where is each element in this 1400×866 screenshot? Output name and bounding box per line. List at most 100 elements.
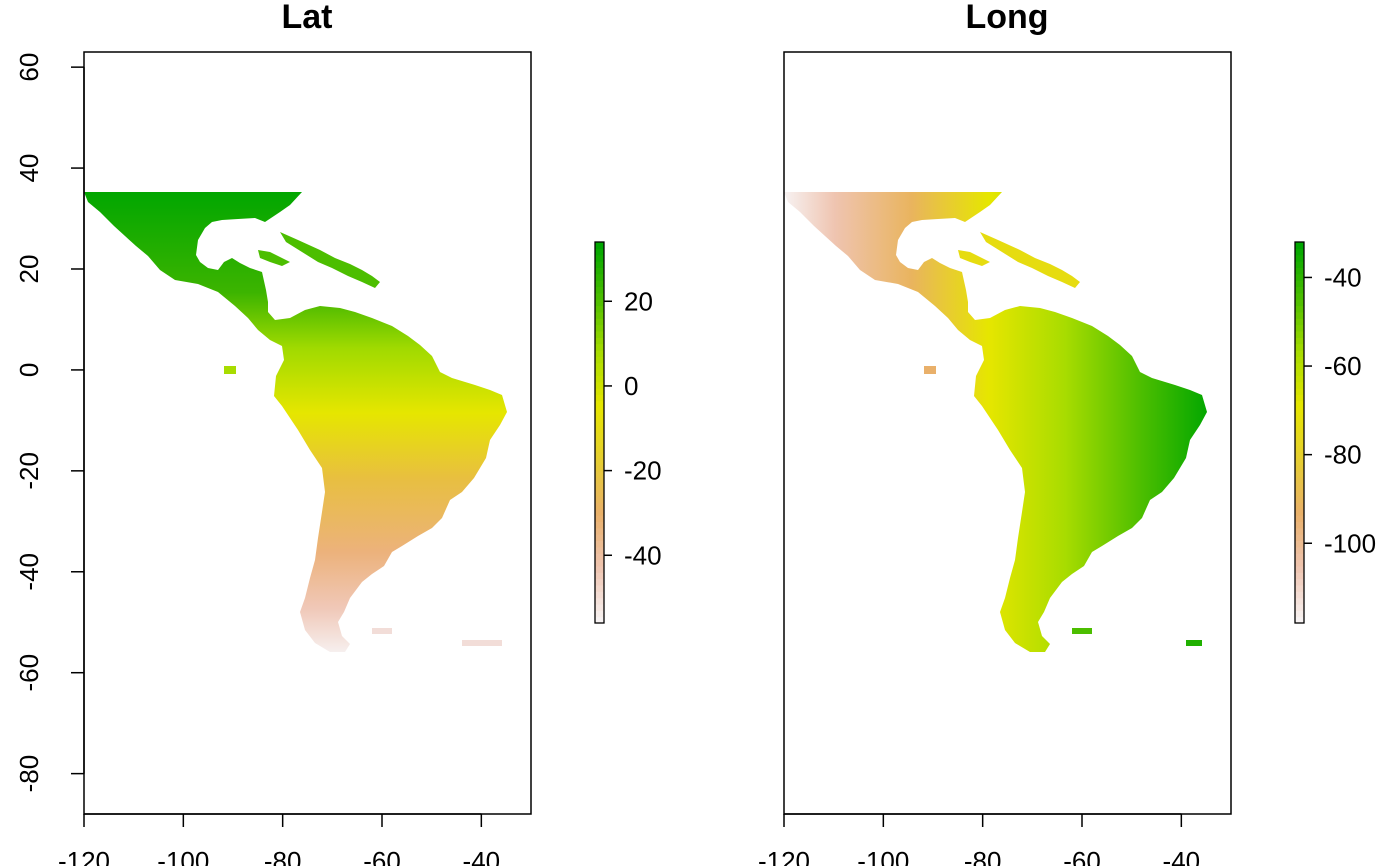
legend-swatch [1295,445,1304,453]
legend-swatch [595,292,604,300]
legend-swatch [1295,381,1304,389]
legend-swatch [1295,362,1304,370]
legend-swatch [595,426,604,434]
legend-swatch [595,572,604,580]
y-tick-label: -20 [14,452,44,490]
legend-swatch [595,559,604,567]
legend-swatch [1295,515,1304,522]
legend-swatch [595,584,604,592]
y-tick-label: 60 [14,53,44,82]
y-axis: 60 40 20 0 -20 -40 -60 -80 [14,53,85,792]
legend-swatch [1295,591,1304,599]
tierra-del-fuego [372,628,502,646]
y-tick-label: 40 [14,154,44,183]
legend-swatch [595,476,604,484]
legend-swatch [1295,394,1304,402]
legend-swatch [1295,292,1304,300]
legend-swatch [1295,305,1304,313]
legend-swatch [1295,432,1304,440]
legend-swatch [595,457,604,465]
panel-title: Lat [282,0,333,36]
legend-swatch [1295,521,1304,529]
y-tick-label: 20 [14,255,44,284]
legend-swatch [1295,546,1304,554]
legend-swatch [1295,496,1304,503]
legend-swatch [1295,388,1304,395]
legend-swatch [595,388,604,395]
islands [958,232,1080,288]
legend-swatch [595,610,604,618]
legend-swatch [595,502,604,510]
x-tick-label: -80 [964,846,1002,866]
panel-lat: Lat 60 40 20 0 -20 -40 -60 -80 -120 -100 -80 -60 -4… [14,0,662,866]
legend-swatch [1295,603,1304,611]
panel-long: Long -120 -100 -80 -60 -40 -40 -60 -80 -100 [758,0,1376,866]
legend-swatch [1295,464,1304,472]
legend-swatch [1295,349,1304,357]
legend-swatch [595,280,604,288]
legend-swatch [1295,356,1304,364]
legend-swatch [595,254,604,262]
galapagos [924,366,936,374]
y-tick-label: 0 [14,363,44,377]
legend-swatch [595,330,604,338]
legend-swatch [595,540,604,548]
legend-swatch [595,527,604,535]
legend-swatch [1295,540,1304,548]
legend-swatch [1295,369,1304,376]
legend-swatch [595,305,604,313]
legend-swatch [595,318,604,326]
islands [258,232,380,288]
x-axis: -120 -100 -80 -60 -40 [58,813,500,866]
color-legend: 20 0 -20 -40 [594,241,662,624]
y-tick-label: -40 [14,553,44,591]
x-tick-label: -60 [1063,846,1101,866]
legend-swatch [1295,502,1304,510]
legend-swatch [1295,597,1304,605]
legend-swatch [1295,483,1304,491]
legend-swatch [595,508,604,516]
legend-swatch [595,381,604,389]
legend-swatch [595,464,604,472]
landmass [84,192,507,652]
legend-swatch [595,470,604,478]
legend-swatch [595,349,604,357]
panel-title: Long [965,0,1048,36]
x-tick-label: -120 [758,846,810,866]
legend-swatch [595,369,604,376]
y-tick-label: -60 [14,654,44,692]
legend-swatch [1295,324,1304,332]
legend-swatch [1295,534,1304,542]
legend-swatch [595,394,604,402]
legend-swatch [595,515,604,522]
legend-swatch [1295,451,1304,459]
legend-tick-label: -40 [624,540,662,570]
legend-swatch [1295,616,1304,624]
legend-tick-label: -20 [624,456,662,486]
legend-swatch [1295,489,1304,497]
legend-swatch [595,438,604,446]
legend-swatch [595,267,604,275]
legend-swatch [1295,476,1304,484]
legend-swatch [595,432,604,440]
x-tick-label: -100 [157,846,209,866]
tierra-del-fuego [1072,628,1092,634]
legend-swatch [595,400,604,408]
legend-swatch [1295,572,1304,580]
legend-swatch [595,375,604,383]
legend-swatch [1295,337,1304,345]
falklands [1186,640,1202,646]
x-axis: -120 -100 -80 -60 -40 [758,813,1200,866]
legend-swatch [595,578,604,586]
legend-swatch [595,553,604,561]
legend-swatch [595,343,604,351]
legend-swatch [595,483,604,491]
legend-swatch [1295,242,1304,249]
legend-swatch [1295,457,1304,465]
legend-swatch [595,242,604,249]
legend-swatch [595,248,604,256]
legend-swatch [595,362,604,370]
legend-swatch [595,616,604,624]
legend-swatch [1295,413,1304,421]
